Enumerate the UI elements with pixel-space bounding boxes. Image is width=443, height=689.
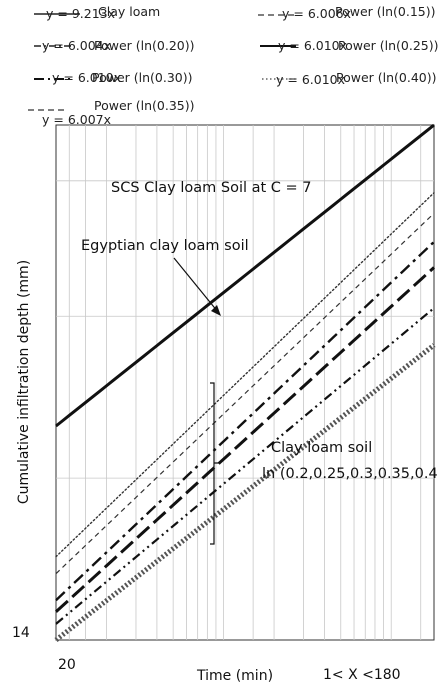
annotation-bracket — [210, 382, 220, 545]
series-line-dash-dot-dot — [55, 307, 435, 625]
legend-entry-power-030: y = 6.010x Power (ln(0.30)) — [34, 70, 193, 85]
legend-entry-power-040: y = 6.010x Power (ln(0.40)) — [262, 70, 437, 87]
legend-equation-clay-loam: y = 9.213x — [46, 6, 115, 21]
annotation-clay-loam-soil: Clay loam soil — [271, 440, 372, 456]
legend-label-power-030: Power (ln(0.30)) — [92, 70, 193, 85]
x-tick-label: 20 — [58, 657, 76, 673]
series-layer — [54, 123, 436, 642]
x-range-label: 1< X <180 — [323, 667, 401, 683]
annotation-egyptian-clay-loam: Egyptian clay loam soil — [81, 238, 249, 254]
legend-label-clay-loam: Clay loam — [98, 4, 160, 19]
legend-equation-power-030: y = 6.010x — [52, 70, 121, 85]
legend-entry-clay-loam: y = 9.213x Clay loam — [34, 4, 160, 21]
legend-label-power-020: Power (ln(0.20)) — [94, 38, 195, 53]
series-line-dotted-fine — [55, 192, 435, 558]
plot-frame — [55, 124, 435, 641]
legend-label-power-015: Power (ln(0.15)) — [335, 4, 436, 19]
annotation-scs-clay-loam: SCS Clay loam Soil at C = 7 — [111, 180, 312, 196]
annotation-arrowhead — [211, 305, 221, 316]
legend-equation-power-020: y = 6.004x — [42, 38, 111, 53]
legend-entry-power-015: y = 6.006x Power (ln(0.15)) — [258, 4, 436, 21]
y-axis-label: Cumulative infiltration depth (mm) — [16, 260, 32, 504]
series-line-dotted-thick — [54, 343, 436, 642]
legend-label-power-035: Power (ln(0.35)) — [94, 98, 195, 113]
series-line-dashed-fine — [55, 212, 435, 575]
legend-label-power-025: Power (ln(0.25)) — [338, 38, 439, 53]
series-line-long-dash-thick — [54, 266, 436, 613]
legend-entry-power-020: y = 6.004x Power (ln(0.20)) — [34, 38, 195, 53]
plot-area — [54, 123, 436, 642]
annotation-arrow — [173, 257, 219, 313]
series-line-dash-dot — [55, 240, 435, 602]
legend-equation-power-015: y = 6.006x — [282, 6, 351, 21]
legend-label-power-040: Power (ln(0.40)) — [336, 70, 437, 85]
legend: y = 9.213x Clay loam y = 6.006x Power (l… — [28, 4, 439, 127]
legend-entry-power-035: y = 6.007x Power (ln(0.35)) — [28, 98, 195, 127]
series-line-solid-thick — [55, 123, 435, 428]
y-tick-label: 14 — [12, 625, 30, 641]
x-axis-label: Time (min) — [196, 668, 273, 684]
annotation-ln-values: ln (0.2,0.25,0.3,0.35,0.4 — [262, 466, 438, 482]
legend-equation-power-035: y = 6.007x — [42, 112, 111, 127]
legend-equation-power-025: y = 6.010x — [278, 38, 347, 53]
legend-entry-power-025: y = 6.010x Power (ln(0.25)) — [260, 38, 439, 53]
legend-equation-power-040: y = 6.010x — [276, 72, 345, 87]
